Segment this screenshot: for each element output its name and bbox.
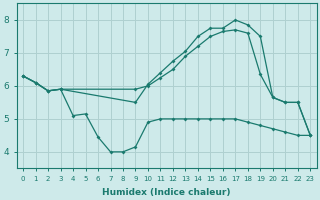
- X-axis label: Humidex (Indice chaleur): Humidex (Indice chaleur): [102, 188, 231, 197]
